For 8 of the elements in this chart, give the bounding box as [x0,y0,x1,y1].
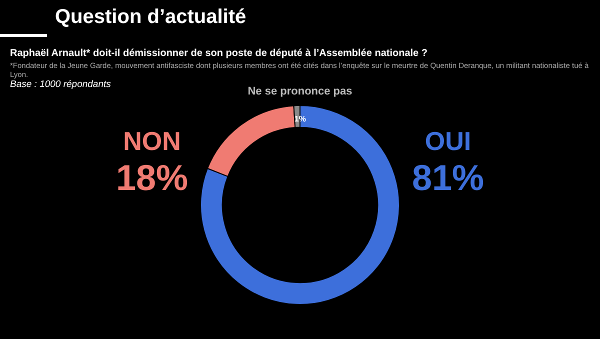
chart-subtitle: Raphaël Arnault* doit-il démissionner de son poste de député à l’Assemblée nationale ? [10,48,428,59]
text: Base : 1000 répondants [10,79,111,90]
data-label: 81% [412,156,484,198]
chart-title: Question d’actualité [55,6,246,29]
slice-label: NON [123,126,181,156]
slice-label: Ne se prononce pas [248,86,352,98]
slice-label: OUI [424,126,472,156]
data-label: 18% [116,156,188,198]
